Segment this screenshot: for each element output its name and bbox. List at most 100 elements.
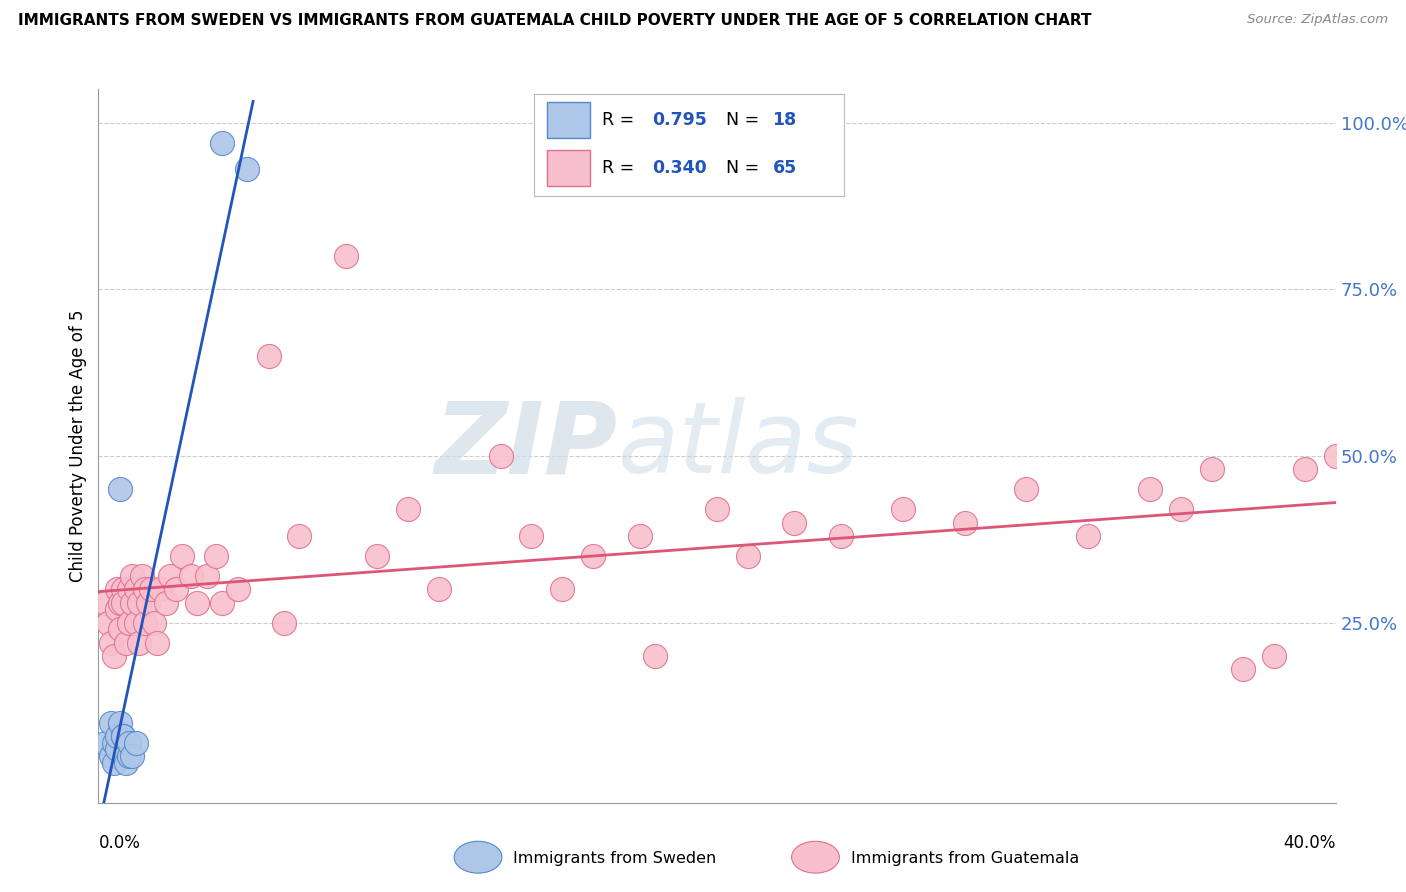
Point [170, 549, 193, 563]
Point [118, 582, 141, 597]
Point [1201, 462, 1223, 476]
Y-axis label: Child Poverty Under the Age of 5: Child Poverty Under the Age of 5 [69, 310, 87, 582]
Point [103, 736, 125, 750]
Point [118, 749, 141, 764]
Text: 40.0%: 40.0% [1284, 834, 1336, 852]
Point [582, 549, 605, 563]
Bar [547, 102, 591, 137]
Point [273, 615, 295, 630]
Text: Immigrants from Sweden: Immigrants from Sweden [513, 851, 717, 865]
Point [134, 582, 156, 597]
Point [93, 736, 115, 750]
Text: IMMIGRANTS FROM SWEDEN VS IMMIGRANTS FROM GUATEMALA CHILD POVERTY UNDER THE AGE : IMMIGRANTS FROM SWEDEN VS IMMIGRANTS FRO… [18, 13, 1092, 29]
Point [155, 596, 177, 610]
Point [121, 749, 143, 764]
Point [520, 529, 543, 543]
Point [121, 569, 143, 583]
Point [1015, 483, 1038, 497]
Point [112, 582, 135, 597]
Point [396, 502, 419, 516]
Point [97, 615, 120, 630]
Point [112, 729, 135, 743]
Point [1294, 462, 1316, 476]
Point [644, 649, 666, 664]
Point [737, 549, 759, 563]
Text: N =: N = [725, 159, 765, 177]
Text: N =: N = [725, 111, 765, 128]
Point [118, 615, 141, 630]
Point [100, 715, 122, 730]
Text: 0.340: 0.340 [652, 159, 707, 177]
Point [93, 596, 115, 610]
Point [1077, 529, 1099, 543]
Point [366, 549, 388, 563]
Point [105, 602, 128, 616]
Point [186, 596, 208, 610]
Text: 0.0%: 0.0% [98, 834, 141, 852]
Point [783, 516, 806, 530]
Point [211, 136, 233, 150]
Point [288, 529, 311, 543]
Point [1263, 649, 1285, 664]
Point [226, 582, 249, 597]
Point [112, 729, 135, 743]
Point [108, 483, 131, 497]
Text: 0.795: 0.795 [652, 111, 707, 128]
Point [180, 569, 202, 583]
Point [489, 449, 512, 463]
Point [195, 569, 218, 583]
Point [103, 649, 125, 664]
Point [143, 615, 166, 630]
Point [108, 715, 131, 730]
Point [112, 596, 135, 610]
Bar [547, 150, 591, 186]
Point [830, 529, 852, 543]
Point [115, 636, 138, 650]
Point [236, 162, 259, 177]
Point [100, 749, 122, 764]
Point [105, 742, 128, 756]
Point [128, 636, 150, 650]
Ellipse shape [792, 841, 839, 873]
Point [124, 615, 146, 630]
Text: R =: R = [602, 111, 640, 128]
Point [335, 249, 357, 263]
Point [118, 736, 141, 750]
Point [257, 349, 280, 363]
Point [100, 636, 122, 650]
Point [136, 596, 159, 610]
Point [891, 502, 914, 516]
Point [165, 582, 187, 597]
Point [124, 582, 146, 597]
Point [124, 736, 146, 750]
Point [139, 582, 162, 597]
Point [1232, 662, 1254, 676]
Point [551, 582, 574, 597]
Text: Immigrants from Guatemala: Immigrants from Guatemala [851, 851, 1078, 865]
Point [131, 569, 153, 583]
Point [953, 516, 976, 530]
Point [105, 582, 128, 597]
Point [427, 582, 450, 597]
Text: 18: 18 [772, 111, 797, 128]
Point [1170, 502, 1192, 516]
Text: Source: ZipAtlas.com: Source: ZipAtlas.com [1247, 13, 1388, 27]
Point [205, 549, 228, 563]
Ellipse shape [454, 841, 502, 873]
Point [146, 636, 169, 650]
Point [128, 596, 150, 610]
Point [115, 756, 138, 770]
Text: ZIP: ZIP [434, 398, 619, 494]
Point [1324, 449, 1347, 463]
Point [108, 596, 131, 610]
Point [103, 756, 125, 770]
Text: R =: R = [602, 159, 640, 177]
Point [134, 615, 156, 630]
Point [108, 623, 131, 637]
Text: atlas: atlas [619, 398, 859, 494]
Text: 65: 65 [772, 159, 797, 177]
Point [1139, 483, 1161, 497]
Point [105, 729, 128, 743]
Point [159, 569, 181, 583]
Point [149, 582, 172, 597]
